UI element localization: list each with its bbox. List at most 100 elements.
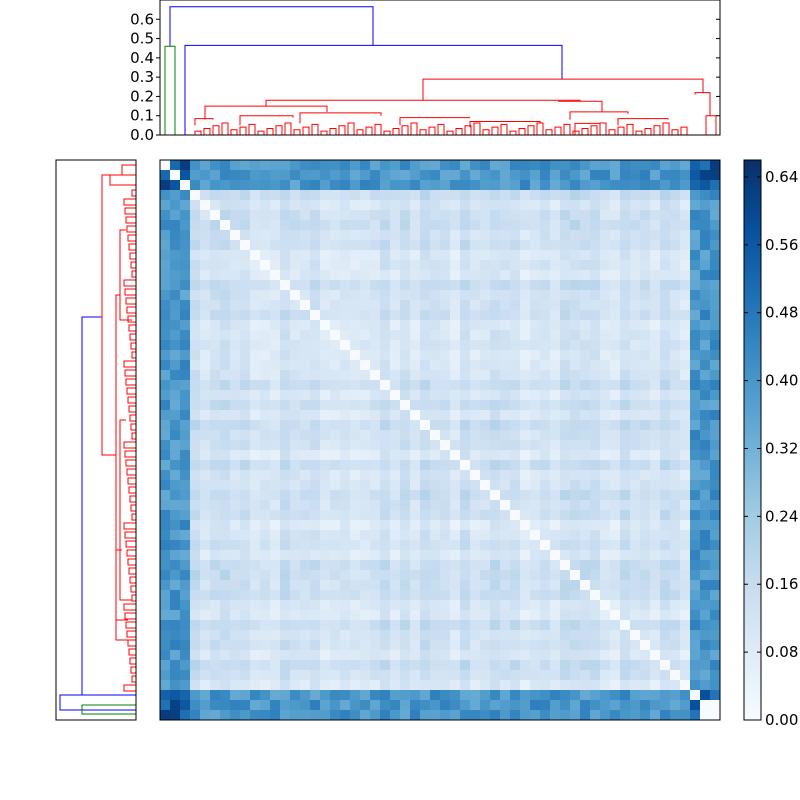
heatmap-cell — [180, 410, 191, 421]
heatmap-cell — [600, 310, 611, 321]
heatmap-cell — [550, 560, 561, 571]
heatmap-cell — [620, 420, 631, 431]
heatmap-cell — [680, 410, 691, 421]
heatmap-cell — [310, 540, 321, 551]
heatmap-cell — [220, 490, 231, 501]
heatmap-cell — [240, 280, 251, 291]
heatmap-cell — [630, 300, 641, 311]
heatmap-cell — [570, 190, 581, 201]
heatmap-cell — [690, 240, 701, 251]
heatmap-cell — [200, 240, 211, 251]
heatmap-cell — [270, 200, 281, 211]
heatmap-cell — [460, 310, 471, 321]
heatmap-cell — [340, 420, 351, 431]
heatmap-cell — [520, 660, 531, 671]
heatmap-cell — [700, 540, 711, 551]
heatmap-cell — [560, 300, 571, 311]
heatmap-cell — [590, 420, 601, 431]
heatmap-cell — [220, 680, 231, 691]
heatmap-cell — [240, 530, 251, 541]
heatmap-cell — [710, 510, 721, 521]
heatmap-cell — [700, 280, 711, 291]
heatmap-cell — [370, 190, 381, 201]
heatmap-cell — [600, 280, 611, 291]
heatmap-cell — [230, 350, 241, 361]
heatmap-cell — [660, 570, 671, 581]
heatmap-cell — [310, 360, 321, 371]
heatmap-cell — [500, 340, 511, 351]
heatmap-cell — [240, 300, 251, 311]
heatmap-cell — [650, 340, 661, 351]
heatmap-cell — [320, 510, 331, 521]
dendrogram-leaf-link — [590, 125, 598, 135]
heatmap-cell — [410, 260, 421, 271]
heatmap-cell — [640, 320, 651, 331]
heatmap-cell — [650, 240, 661, 251]
heatmap-cell — [380, 510, 391, 521]
heatmap-cell — [640, 480, 651, 491]
heatmap-cell — [460, 200, 471, 211]
heatmap-cell — [640, 270, 651, 281]
dendrogram-leaf-link — [329, 127, 337, 135]
heatmap-cell — [160, 390, 171, 401]
heatmap-cell — [680, 200, 691, 211]
heatmap-cell — [440, 480, 451, 491]
heatmap-cell — [450, 320, 461, 331]
heatmap-cell — [510, 470, 521, 481]
heatmap-cell — [230, 570, 241, 581]
heatmap-cell — [580, 480, 591, 491]
heatmap-cell — [710, 450, 721, 461]
heatmap-cell — [380, 190, 391, 201]
heatmap-cell — [490, 380, 501, 391]
heatmap-cell — [710, 670, 721, 681]
heatmap-cell — [700, 230, 711, 241]
heatmap-cell — [170, 420, 181, 431]
heatmap-cell — [220, 580, 231, 591]
heatmap-cell — [440, 270, 451, 281]
heatmap-cell — [380, 230, 391, 241]
heatmap-cell — [160, 220, 171, 231]
heatmap-cell — [710, 420, 721, 431]
heatmap-cell — [490, 560, 501, 571]
heatmap-cell — [380, 240, 391, 251]
heatmap-cell — [160, 440, 171, 451]
heatmap-cell — [400, 640, 411, 651]
heatmap-cell — [420, 680, 431, 691]
dendrogram-leaf-link — [221, 122, 229, 135]
heatmap-cell — [280, 530, 291, 541]
heatmap-cell — [570, 270, 581, 281]
heatmap-cell — [270, 300, 281, 311]
heatmap-cell — [680, 680, 691, 691]
heatmap-cell — [390, 630, 401, 641]
heatmap-cell — [160, 410, 171, 421]
heatmap-cell — [420, 450, 431, 461]
heatmap-cell — [410, 700, 421, 711]
heatmap-cell — [530, 240, 541, 251]
heatmap-cell — [490, 610, 501, 621]
heatmap-cell — [550, 200, 561, 211]
heatmap-cell — [390, 690, 401, 701]
heatmap-cell — [550, 660, 561, 671]
heatmap-cell — [250, 290, 261, 301]
heatmap-cell — [660, 290, 671, 301]
heatmap-cell — [170, 460, 181, 471]
heatmap-cell — [480, 520, 491, 531]
heatmap-cell — [570, 280, 581, 291]
dendrogram-leaf-link — [401, 125, 409, 135]
heatmap-cell — [520, 370, 531, 381]
heatmap-cell — [690, 370, 701, 381]
heatmap-cell — [280, 220, 291, 231]
heatmap-cell — [510, 670, 521, 681]
heatmap-cell — [690, 410, 701, 421]
heatmap-cell — [370, 660, 381, 671]
heatmap-cell — [260, 380, 271, 391]
heatmap-cell — [590, 310, 601, 321]
heatmap-cell — [540, 600, 551, 611]
heatmap-cell — [200, 620, 211, 631]
heatmap-cell — [490, 270, 501, 281]
heatmap-cell — [510, 480, 521, 491]
heatmap-cell — [400, 350, 411, 361]
heatmap-cell — [420, 280, 431, 291]
heatmap-cell — [670, 600, 681, 611]
heatmap-cell — [370, 520, 381, 531]
